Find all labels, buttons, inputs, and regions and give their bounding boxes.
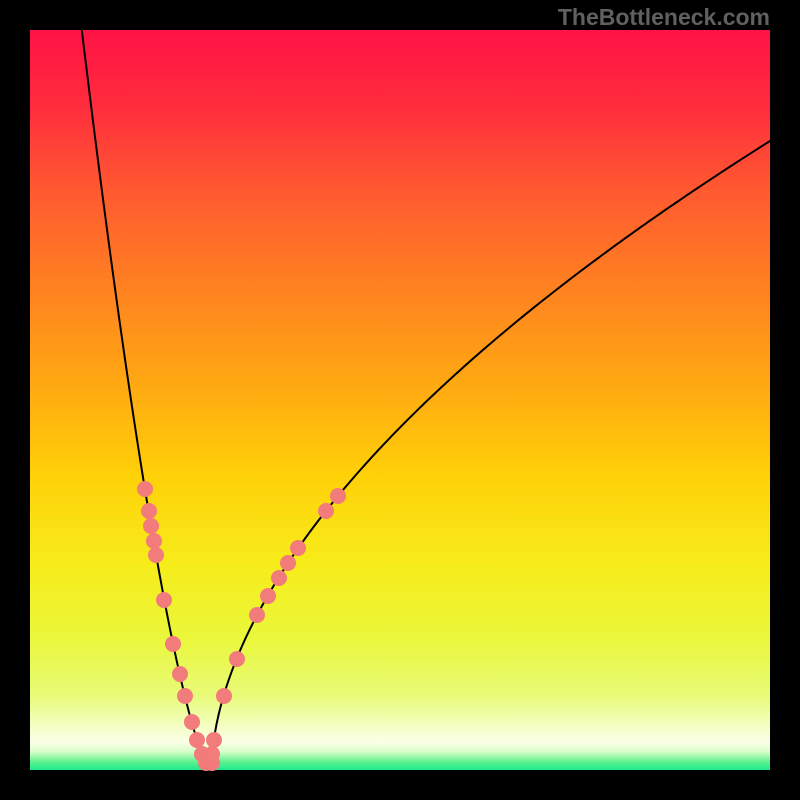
watermark-text: TheBottleneck.com — [0, 4, 770, 31]
data-marker — [148, 547, 164, 563]
curve-layer — [0, 0, 800, 800]
data-marker — [146, 533, 162, 549]
data-marker — [172, 666, 188, 682]
data-marker — [290, 540, 306, 556]
data-marker — [280, 555, 296, 571]
data-marker — [177, 688, 193, 704]
bottleneck-curve — [82, 30, 770, 770]
data-marker — [156, 592, 172, 608]
data-marker — [143, 518, 159, 534]
data-marker — [318, 503, 334, 519]
data-marker — [141, 503, 157, 519]
data-marker — [271, 570, 287, 586]
chart-container: TheBottleneck.com — [0, 0, 800, 800]
data-marker — [206, 732, 222, 748]
data-marker — [184, 714, 200, 730]
data-marker — [165, 636, 181, 652]
data-marker — [249, 607, 265, 623]
data-marker — [229, 651, 245, 667]
data-marker — [137, 481, 153, 497]
data-marker — [260, 588, 276, 604]
data-marker — [330, 488, 346, 504]
data-marker — [216, 688, 232, 704]
